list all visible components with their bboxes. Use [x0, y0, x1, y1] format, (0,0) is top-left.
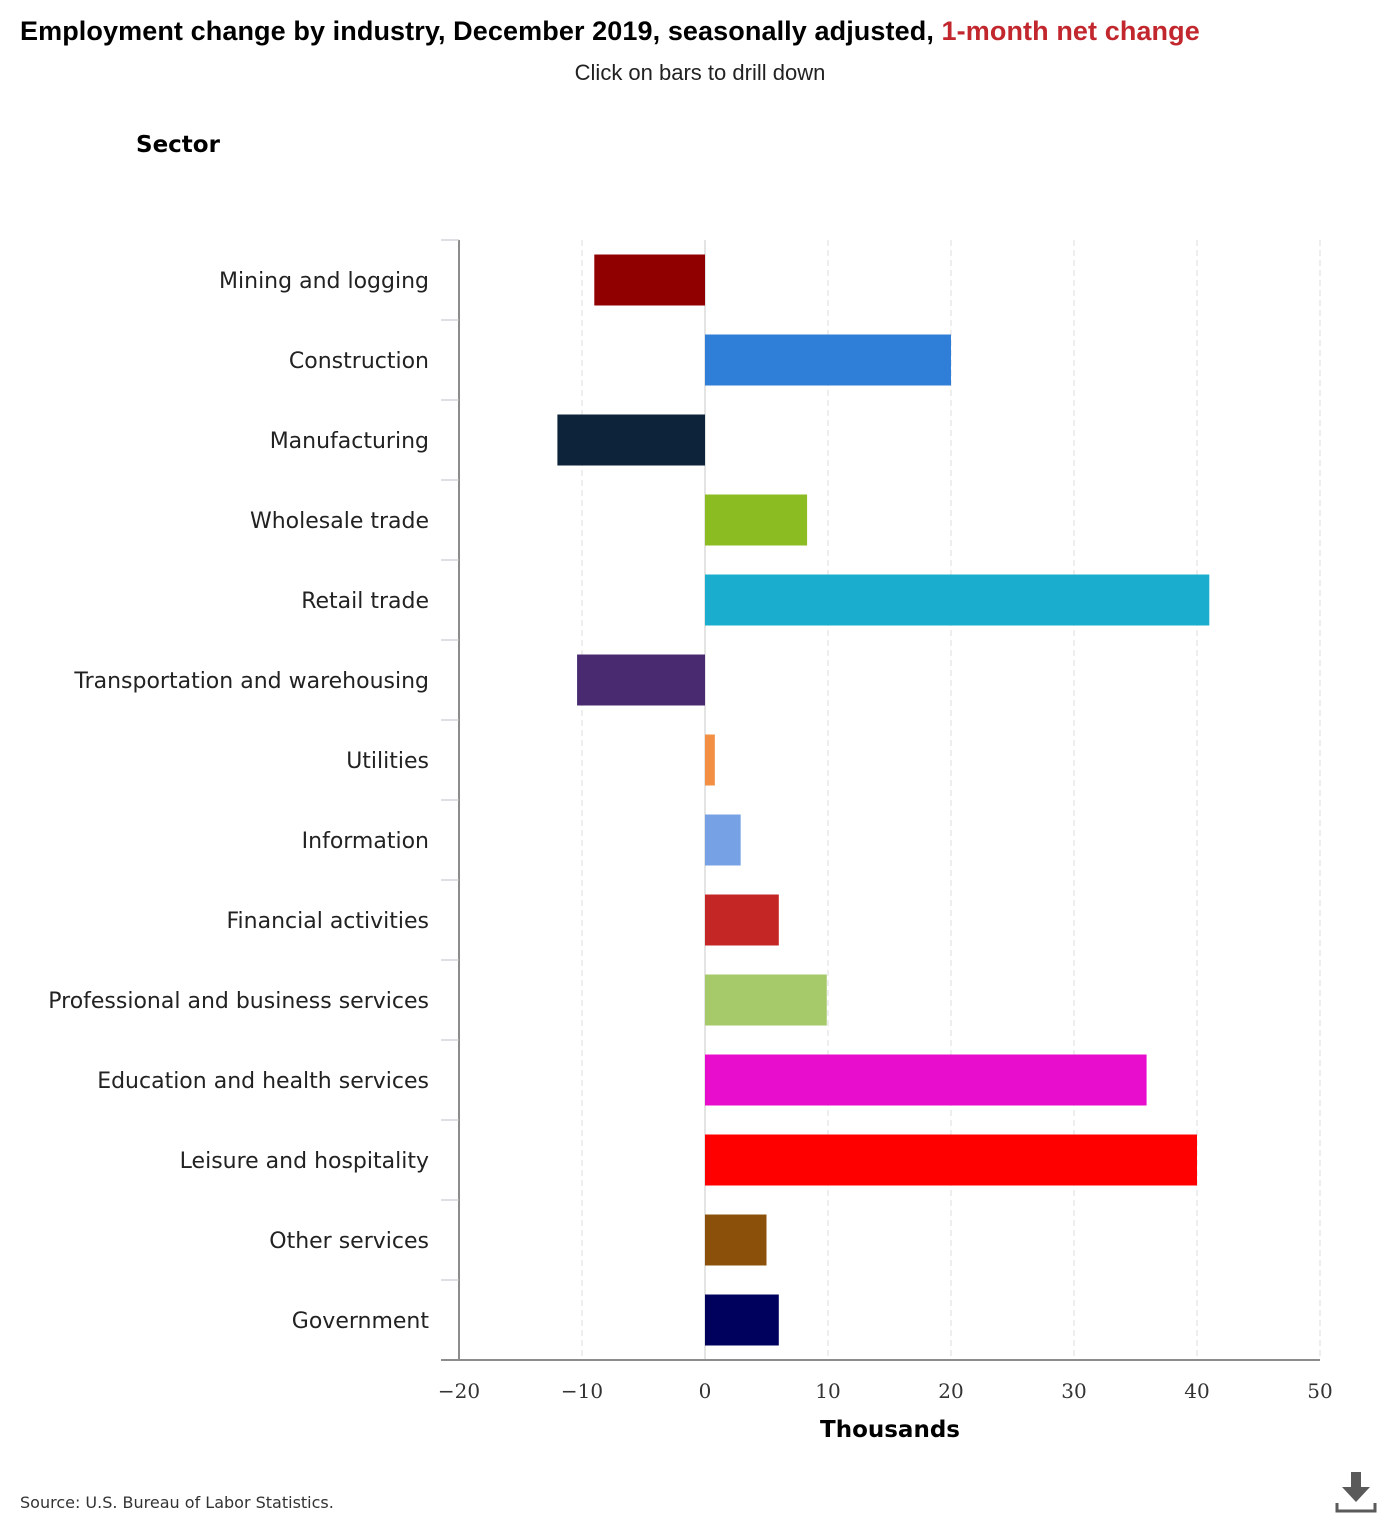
- category-label[interactable]: Mining and logging: [219, 269, 429, 294]
- category-label[interactable]: Manufacturing: [270, 429, 429, 454]
- x-tick-label: 10: [815, 1379, 840, 1403]
- bar[interactable]: [705, 494, 808, 546]
- category-label[interactable]: Transportation and warehousing: [73, 669, 429, 694]
- category-label[interactable]: Retail trade: [301, 589, 429, 614]
- category-label[interactable]: Education and health services: [97, 1069, 429, 1094]
- category-label[interactable]: Government: [292, 1309, 430, 1334]
- x-tick-label: 40: [1184, 1379, 1209, 1403]
- category-label[interactable]: Leisure and hospitality: [180, 1149, 429, 1174]
- axes: [441, 239, 1320, 1361]
- source-note: Source: U.S. Bureau of Labor Statistics.: [20, 1493, 334, 1512]
- download-icon: [1335, 1472, 1377, 1513]
- category-label[interactable]: Other services: [269, 1229, 429, 1254]
- bar[interactable]: [594, 254, 705, 306]
- bar[interactable]: [557, 414, 705, 466]
- x-tick-label: 50: [1307, 1379, 1332, 1403]
- bar[interactable]: [705, 1054, 1147, 1106]
- x-axis-title: Thousands: [820, 1417, 960, 1443]
- bar[interactable]: [705, 894, 779, 946]
- bar[interactable]: [705, 574, 1210, 626]
- category-label[interactable]: Professional and business services: [48, 989, 429, 1014]
- x-tick-label: −10: [561, 1379, 603, 1403]
- chart-title-main: Employment change by industry, December …: [20, 16, 934, 46]
- labels: Mining and logging Construction Manufactur…: [48, 269, 1332, 1443]
- category-label[interactable]: Utilities: [346, 749, 429, 774]
- grid-lines: [581, 240, 1321, 1360]
- x-tick-label: 30: [1061, 1379, 1086, 1403]
- chart-title: Employment change by industry, December …: [20, 16, 1200, 47]
- x-tick-label: 20: [938, 1379, 963, 1403]
- bar[interactable]: [705, 734, 715, 786]
- bar[interactable]: [705, 814, 741, 866]
- bar[interactable]: [705, 334, 951, 386]
- bar[interactable]: [705, 1294, 779, 1346]
- x-tick-label: 0: [699, 1379, 712, 1403]
- category-label[interactable]: Construction: [289, 349, 429, 374]
- category-label[interactable]: Information: [302, 829, 429, 854]
- y-axis-title: Sector: [136, 132, 220, 158]
- bars: [557, 254, 1210, 1346]
- category-label[interactable]: Wholesale trade: [250, 509, 429, 534]
- bar[interactable]: [705, 974, 827, 1026]
- download-button[interactable]: [1334, 1470, 1378, 1514]
- bar[interactable]: [577, 654, 705, 706]
- x-tick-label: −20: [438, 1379, 480, 1403]
- chart-title-accent: 1-month net change: [941, 16, 1200, 46]
- bar[interactable]: [705, 1134, 1197, 1186]
- bar[interactable]: [705, 1214, 767, 1266]
- chart-subtitle: Click on bars to drill down: [574, 60, 826, 85]
- category-label[interactable]: Financial activities: [226, 909, 429, 934]
- bar-chart: Mining and logging Construction Manufactur…: [48, 239, 1333, 1443]
